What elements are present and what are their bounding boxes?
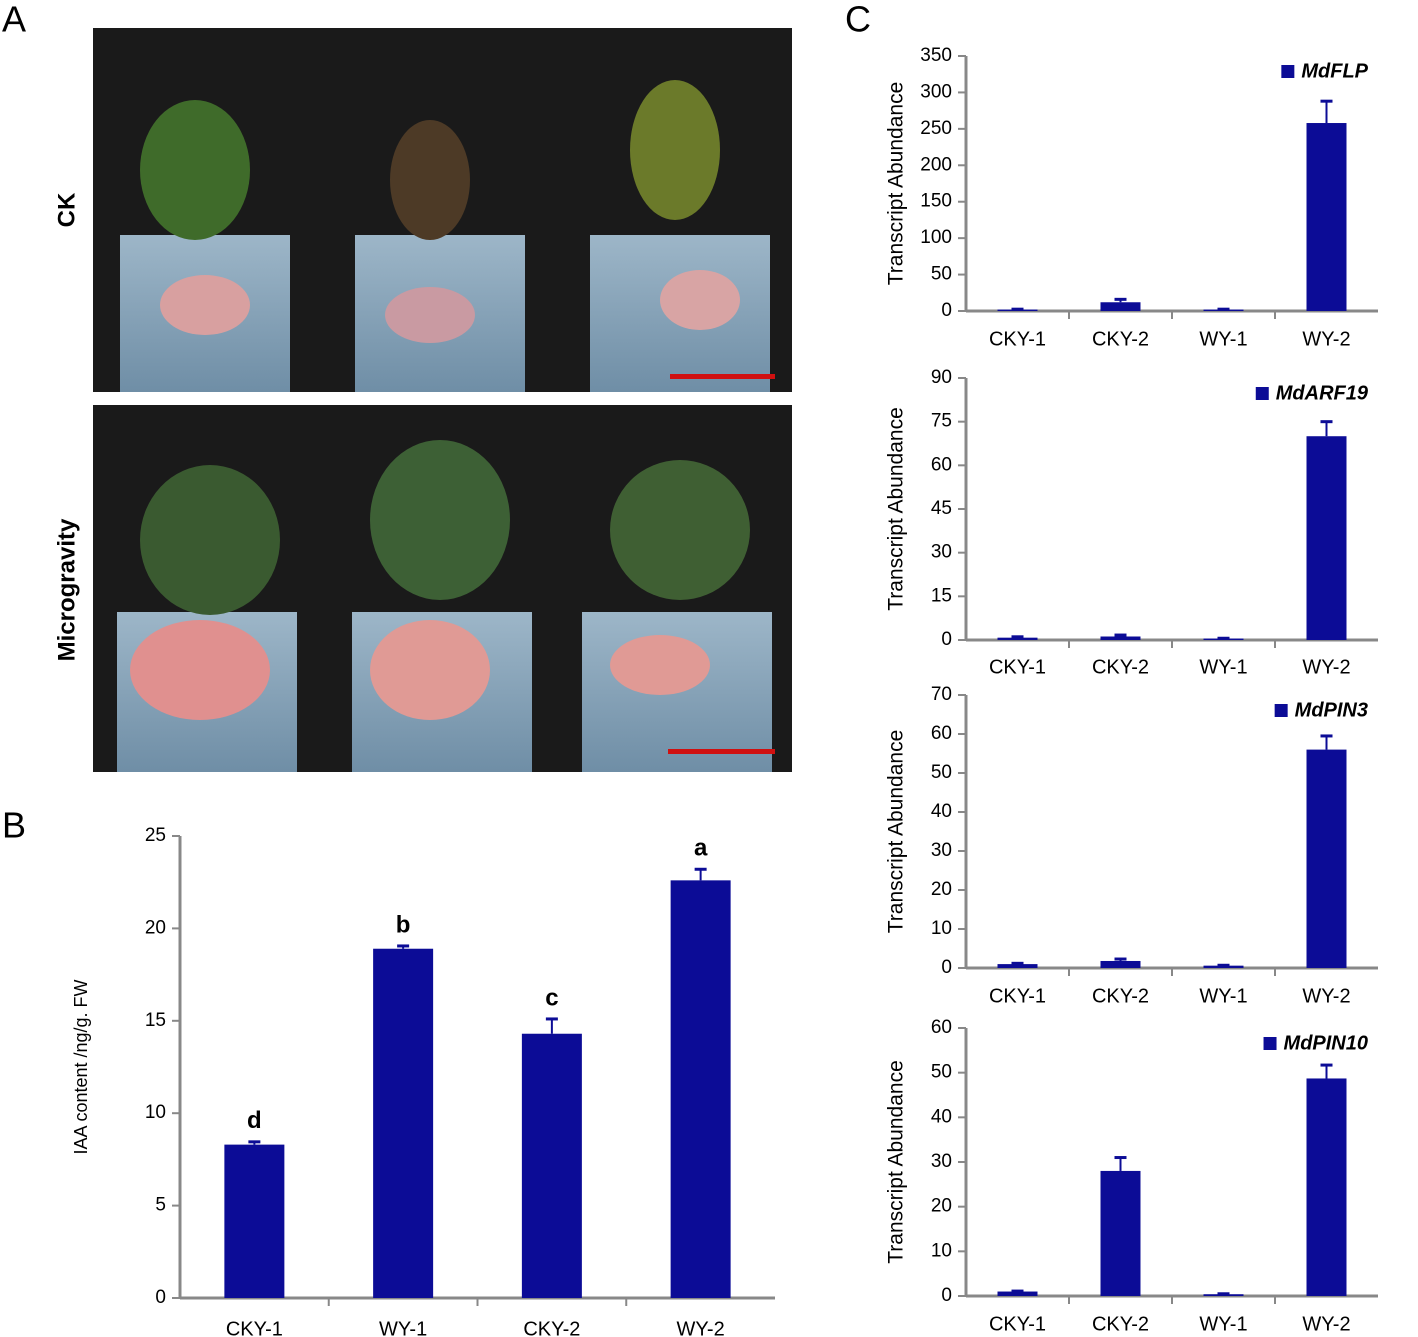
x-tick-label: WY-1 [379,1318,427,1337]
x-tick-label: WY-2 [1302,1313,1350,1335]
bar [1306,1078,1347,1296]
y-tick-label: 10 [931,918,952,939]
photo-bottom [93,405,792,772]
x-tick-label: WY-1 [1199,656,1247,678]
y-tick-label: 0 [941,957,952,978]
y-tick-label: 75 [931,411,952,432]
bar [224,1144,285,1298]
y-tick-label: 60 [931,1017,952,1038]
y-tick-label: 150 [920,191,952,212]
legend-swatch [1281,65,1295,78]
y-tick-label: 20 [931,1196,952,1217]
y-tick-label: 45 [931,498,952,519]
y-tick-label: 90 [931,367,952,388]
y-tick-label: 50 [931,264,952,285]
legend-swatch [1255,387,1269,400]
y-tick-label: 5 [155,1195,166,1216]
x-tick-label: CKY-1 [226,1318,283,1337]
y-tick-label: 20 [145,917,166,938]
legend-label: MdARF19 [1276,382,1369,404]
y-tick-label: 10 [931,1240,952,1261]
y-tick-label: 10 [145,1102,166,1123]
y-tick-label: 0 [155,1287,166,1308]
y-tick-label: 70 [931,684,952,705]
x-tick-label: WY-1 [1199,328,1247,350]
x-tick-label: CKY-2 [1092,1313,1149,1335]
x-tick-label: CKY-1 [989,656,1046,678]
bar [1203,965,1244,968]
bar [373,948,434,1298]
panel-label: A [2,0,26,40]
y-tick-label: 0 [941,1285,952,1306]
bar [1306,123,1347,312]
panel-label: C [845,0,871,40]
y-axis-label: IAA content /ng/g. FW [71,979,91,1154]
y-axis-label: Transcript Abundance [885,1060,908,1264]
y-tick-label: 60 [931,454,952,475]
photo-label: Microgravity [53,518,80,661]
x-tick-label: CKY-2 [1092,985,1149,1007]
x-tick-label: WY-2 [1302,328,1350,350]
panel-label: B [2,805,26,846]
y-tick-label: 30 [931,1151,952,1172]
y-tick-label: 30 [931,542,952,563]
bar [1100,636,1141,640]
bar [1306,749,1347,968]
x-tick-label: CKY-1 [989,985,1046,1007]
bar [670,880,731,1298]
bar [1100,1170,1141,1296]
photo-label: CK [53,192,80,227]
legend-label: MdPIN3 [1295,699,1368,721]
y-axis-label: Transcript Abundance [885,82,908,286]
y-tick-label: 100 [920,227,952,248]
bar [997,637,1038,640]
y-tick-label: 250 [920,118,952,139]
y-tick-label: 300 [920,81,952,102]
bar [1100,302,1141,311]
y-axis-label: Transcript Abundance [885,730,908,934]
y-tick-label: 15 [931,585,952,606]
bar [997,964,1038,968]
y-tick-label: 0 [941,300,952,321]
x-tick-label: WY-2 [1302,985,1350,1007]
y-tick-label: 200 [920,154,952,175]
bar [521,1033,582,1298]
y-tick-label: 40 [931,801,952,822]
y-tick-label: 0 [941,629,952,650]
x-tick-label: WY-2 [1302,656,1350,678]
y-tick-label: 350 [920,45,952,66]
significance-letter: d [247,1107,262,1134]
y-axis-label: Transcript Abundance [885,407,908,611]
x-tick-label: WY-1 [1199,1313,1247,1335]
legend-label: MdPIN10 [1284,1032,1368,1054]
photo-top [93,28,792,392]
y-tick-label: 50 [931,762,952,783]
bar [997,1291,1038,1296]
x-tick-label: CKY-2 [1092,328,1149,350]
y-tick-label: 30 [931,840,952,861]
y-tick-label: 25 [145,825,166,846]
significance-letter: c [545,984,558,1011]
bar [1100,960,1141,968]
significance-letter: b [396,911,411,938]
x-tick-label: CKY-1 [989,328,1046,350]
x-tick-label: CKY-1 [989,1313,1046,1335]
x-tick-label: WY-1 [1199,985,1247,1007]
x-tick-label: CKY-2 [1092,656,1149,678]
x-tick-label: WY-2 [677,1318,725,1337]
y-tick-label: 60 [931,723,952,744]
significance-letter: a [694,835,708,862]
legend-swatch [1263,1037,1277,1050]
y-tick-label: 40 [931,1106,952,1127]
x-tick-label: CKY-2 [523,1318,580,1337]
legend-label: MdFLP [1301,60,1368,82]
y-tick-label: 50 [931,1062,952,1083]
y-tick-label: 15 [145,1010,166,1031]
y-tick-label: 20 [931,879,952,900]
legend-swatch [1274,704,1288,717]
bar [1306,436,1347,640]
